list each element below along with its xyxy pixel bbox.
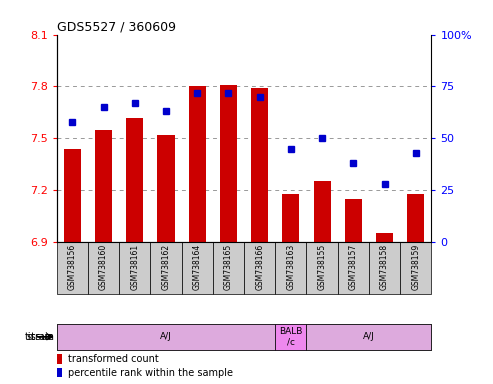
- Text: GSM738160: GSM738160: [99, 243, 108, 290]
- Text: GSM738161: GSM738161: [130, 243, 139, 290]
- Bar: [345, 199, 362, 242]
- Text: GSM738162: GSM738162: [162, 243, 171, 290]
- Bar: [88, 242, 119, 294]
- Bar: [400, 242, 431, 294]
- Text: GSM738159: GSM738159: [411, 243, 420, 290]
- Text: GDS5527 / 360609: GDS5527 / 360609: [57, 20, 176, 33]
- Bar: [157, 135, 175, 242]
- Bar: [376, 233, 393, 242]
- Text: strain: strain: [26, 332, 54, 342]
- Bar: [150, 242, 181, 294]
- Bar: [126, 118, 143, 242]
- Bar: [338, 242, 369, 294]
- Bar: [57, 324, 307, 350]
- Text: GSM738163: GSM738163: [286, 243, 295, 290]
- Bar: [275, 324, 307, 350]
- Bar: [307, 324, 431, 350]
- Text: A/J: A/J: [160, 332, 172, 341]
- Bar: [213, 242, 244, 294]
- Bar: [220, 84, 237, 242]
- Bar: [307, 324, 431, 350]
- Bar: [282, 194, 299, 242]
- Text: control: control: [166, 332, 197, 341]
- Text: transformed count: transformed count: [68, 354, 159, 364]
- Text: GSM738157: GSM738157: [349, 243, 358, 290]
- Bar: [314, 181, 331, 242]
- Text: percentile rank within the sample: percentile rank within the sample: [68, 368, 233, 378]
- Bar: [57, 354, 62, 364]
- Bar: [189, 86, 206, 242]
- Text: GSM738166: GSM738166: [255, 243, 264, 290]
- Bar: [251, 88, 268, 242]
- Text: GSM738165: GSM738165: [224, 243, 233, 290]
- Text: BALB
/c: BALB /c: [279, 327, 303, 346]
- Bar: [307, 242, 338, 294]
- Bar: [369, 242, 400, 294]
- Text: rhabdomyosarcoma tumor: rhabdomyosarcoma tumor: [309, 332, 429, 341]
- Bar: [57, 324, 275, 350]
- Text: GSM738164: GSM738164: [193, 243, 202, 290]
- Bar: [244, 242, 275, 294]
- Text: tissue: tissue: [25, 332, 54, 342]
- Text: GSM738155: GSM738155: [317, 243, 326, 290]
- Text: GSM738156: GSM738156: [68, 243, 77, 290]
- Bar: [95, 129, 112, 242]
- Text: GSM738158: GSM738158: [380, 243, 389, 290]
- Bar: [57, 368, 62, 377]
- Bar: [57, 242, 88, 294]
- Bar: [64, 149, 81, 242]
- Text: A/J: A/J: [363, 332, 375, 341]
- Bar: [181, 242, 213, 294]
- Bar: [275, 242, 307, 294]
- Bar: [407, 194, 424, 242]
- Bar: [119, 242, 150, 294]
